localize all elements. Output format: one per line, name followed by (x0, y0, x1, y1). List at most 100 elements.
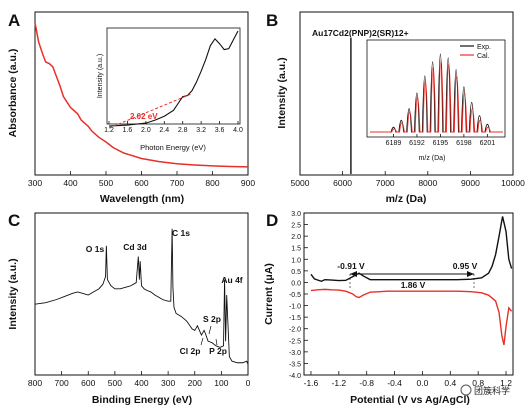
panel-d-y-tick-label: 1.5 (291, 246, 301, 253)
panel-d-x-tick-label: 0.8 (472, 378, 484, 388)
panel-a-inset-x-tick-label: 2.8 (178, 127, 188, 134)
panel-d-y-tick-labels: -4.0 -3.5 -3.0 -2.5 -2.0 -1.5 -1.0 -0.5 0.0 0.5 1.… (289, 211, 301, 380)
panel-c-letter: C (8, 211, 20, 230)
peak-label-s2p: S 2p (203, 314, 221, 324)
gap-arrow-left-head (350, 271, 357, 277)
panel-a-inset-x-tick-label: 2.4 (159, 127, 169, 134)
panel-d-x-axis-title: Potential (V vs Ag/AgCl) (350, 394, 470, 406)
panel-d-y-tick-label: -2.0 (289, 327, 301, 334)
panel-d-y-tick-label: -2.5 (289, 338, 301, 345)
panel-a-x-tick-label: 300 (28, 178, 42, 188)
panel-a-x-tick-label: 700 (170, 178, 184, 188)
panel-d-x-tick-labels: -1.6 -1.2 -0.8 -0.4 0.0 0.4 0.8 1.2 (304, 378, 513, 388)
label-right-onset: 0.95 V (453, 261, 478, 271)
panel-b-inset-x-axis-title: m/z (Da) (419, 155, 446, 162)
panel-b-x-tick-labels: 5000 6000 7000 8000 9000 10000 (291, 178, 526, 188)
panel-c-x-tick-label: 700 (55, 378, 69, 388)
panel-a-inset-y-axis-title: Intensity (a.u.) (97, 54, 104, 98)
panel-c-x-tick-label: 100 (214, 378, 228, 388)
panel-b-inset-exp-line (370, 53, 503, 133)
panel-a-inset: 1.2 1.6 2.0 2.4 2.8 3.2 3.6 4.0 2.02 eV Photon … (97, 27, 243, 152)
panel-b-inset-exp-peaks (370, 53, 503, 133)
panel-a-inset-x-tick-label: 3.6 (215, 127, 225, 134)
panel-a-inset-x-tick-label: 3.2 (196, 127, 206, 134)
panel-b-inset-x-tick-label: 6189 (386, 140, 402, 147)
panel-d: D -1.6 -1.2 -0.8 -0.4 0.0 0.4 0.8 1.2 -4.0 -3.5 -… (263, 211, 514, 406)
label-left-onset: -0.91 V (337, 261, 365, 271)
panel-d-y-tick-label: 0.0 (291, 280, 301, 287)
panel-d-y-tick-label: -1.5 (289, 315, 301, 322)
panel-b-x-tick-label: 6000 (333, 178, 352, 188)
panel-d-y-tick-label: -3.0 (289, 350, 301, 357)
panel-c: C 800 700 600 500 400 300 200 100 0 O 1s Cd 3d C… (7, 211, 251, 406)
panel-a: A 300 400 500 600 700 800 900 Wavelength (nm) … (7, 11, 255, 205)
panel-b: B 5000 6000 7000 8000 9000 10000 Au17Cd2(PNP)… (266, 11, 525, 205)
panel-b-inset-x-tick-label: 6198 (456, 140, 472, 147)
panel-d-y-tick-label: 2.0 (291, 234, 301, 241)
panel-a-inset-frame (106, 27, 241, 125)
panel-b-x-tick-label: 5000 (291, 178, 310, 188)
panel-d-y-tick-label: 0.5 (291, 269, 301, 276)
panel-b-x-tick-label: 10000 (501, 178, 525, 188)
panel-b-y-axis-title: Intensity (a.u.) (276, 57, 288, 128)
label-gap: 1.86 V (401, 280, 426, 290)
panel-a-letter: A (8, 11, 20, 30)
panel-b-letter: B (266, 11, 278, 30)
peak-pointer-s2p (208, 325, 212, 335)
peak-pointer-cl2p (200, 337, 204, 346)
panel-d-y-tick-label: 3.0 (291, 211, 301, 218)
panel-a-inset-x-tick-label: 1.6 (123, 127, 133, 134)
panel-a-inset-x-ticks (108, 121, 239, 124)
panel-d-y-tick-label: -3.5 (289, 361, 301, 368)
panel-a-x-tick-label: 500 (99, 178, 113, 188)
panel-d-letter: D (266, 211, 278, 230)
panel-a-inset-x-axis-title: Photon Energy (eV) (140, 143, 206, 152)
panel-a-inset-line (108, 30, 239, 127)
panel-d-frame (303, 212, 514, 376)
panel-a-x-tick-label: 400 (63, 178, 77, 188)
panel-c-x-tick-label: 600 (81, 378, 95, 388)
panel-c-x-tick-label: 0 (246, 378, 251, 388)
panel-c-x-tick-label: 400 (134, 378, 148, 388)
peak-label-o1s: O 1s (86, 244, 105, 254)
panel-c-x-tick-label: 800 (28, 378, 42, 388)
peak-label-p2p: P 2p (209, 346, 227, 356)
panel-c-x-tick-label: 200 (188, 378, 202, 388)
panel-a-inset-x-tick-label: 2.0 (141, 127, 151, 134)
panel-a-inset-bandgap-label: 2.02 eV (130, 112, 158, 121)
panel-a-x-tick-label: 600 (134, 178, 148, 188)
panel-b-inset-x-tick-labels: 6189 6192 6195 6198 6201 (386, 140, 496, 147)
watermark-text: 团簇科学 (474, 385, 510, 397)
watermark-icon (460, 384, 472, 396)
legend-exp-label: Exp. (477, 44, 491, 51)
panel-c-x-axis-title: Binding Energy (eV) (92, 394, 192, 406)
panel-d-x-tick-label: -1.2 (332, 378, 347, 388)
panel-b-formula-title: Au17Cd2(PNP)2(SR)12+ (312, 28, 409, 38)
panel-b-inset: 6189 6192 6195 6198 6201 Exp. Cal. m/z (Da) (366, 39, 506, 162)
panel-a-y-axis-title: Absorbance (a.u.) (7, 49, 19, 138)
panel-a-absorbance-line (34, 22, 249, 168)
panel-a-x-tick-label: 900 (241, 178, 255, 188)
panel-d-y-axis-title: Current (μA) (263, 263, 275, 325)
peak-label-cl2p: Cl 2p (180, 346, 201, 356)
panel-d-x-tick-label: -0.4 (387, 378, 402, 388)
panel-d-y-tick-label: 1.0 (291, 257, 301, 264)
panel-d-x-tick-label: -0.8 (359, 378, 374, 388)
panel-a-inset-x-tick-label: 4.0 (233, 127, 243, 134)
panel-d-y-tick-label: -4.0 (289, 373, 301, 380)
panel-d-x-tick-label: -1.6 (304, 378, 319, 388)
panel-d-reduction-trace (310, 288, 513, 346)
panel-d-x-tick-label: 1.2 (500, 378, 512, 388)
legend-cal-label: Cal. (477, 53, 490, 60)
panel-d-x-ticks (310, 371, 507, 375)
peak-label-au4f: Au 4f (221, 275, 242, 285)
panel-b-x-tick-label: 7000 (376, 178, 395, 188)
panel-b-frame (299, 11, 514, 176)
panel-c-x-tick-label: 500 (108, 378, 122, 388)
panel-b-x-tick-label: 9000 (461, 178, 480, 188)
panel-d-x-tick-label: 0.4 (444, 378, 456, 388)
panel-b-inset-frame (366, 39, 506, 138)
panel-a-x-tick-labels: 300 400 500 600 700 800 900 (28, 178, 255, 188)
watermark: 团簇科学 (460, 384, 510, 397)
